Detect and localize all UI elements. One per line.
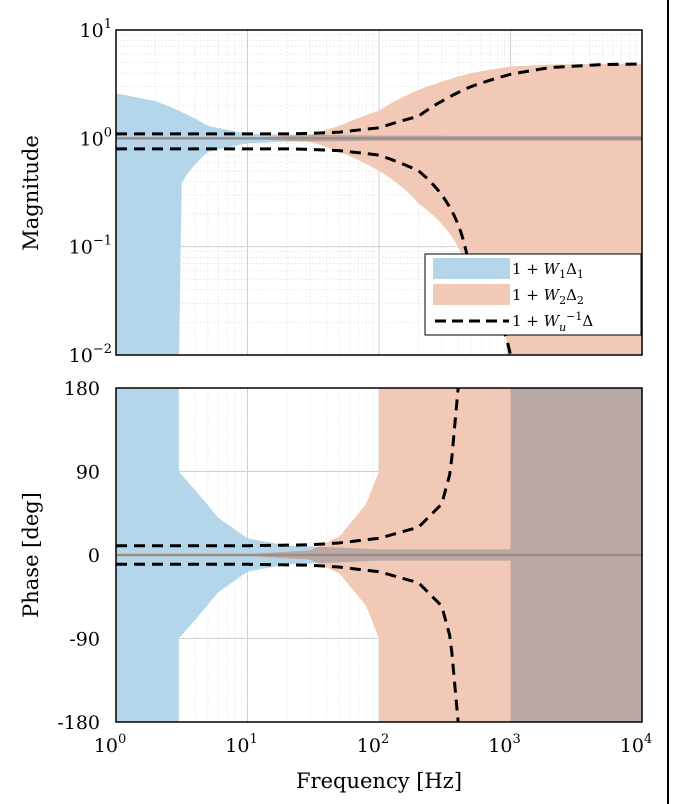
phase-ytick-label: 180	[64, 378, 100, 400]
magnitude-ytick-label: 101	[80, 17, 112, 42]
magnitude-dashed-bounds	[116, 62, 642, 355]
phase-xtick-label: 104	[620, 732, 652, 757]
dashed-lower-phase	[116, 562, 460, 722]
magnitude-plot: 101 100 10−1 10−2 Magnitude 1 + W1Δ1 1 + W2…	[19, 17, 643, 367]
legend-label-w2: 1 + W2Δ2	[512, 286, 584, 307]
phase-xtick-label: 102	[357, 732, 389, 757]
magnitude-ticks: 101 100 10−1 10−2	[69, 17, 112, 367]
phase-xtick-label: 100	[94, 732, 126, 757]
magnitude-ytick-label: 10−1	[69, 234, 112, 259]
band-w1-magnitude	[116, 93, 642, 355]
dashed-upper-phase	[116, 388, 460, 548]
phase-ytick-label: 0	[88, 545, 100, 567]
legend: 1 + W1Δ1 1 + W2Δ2 1 + Wu−1Δ	[424, 253, 642, 336]
phase-dashed-bounds	[116, 388, 460, 722]
legend-label-wu: 1 + Wu−1Δ	[512, 310, 593, 334]
magnitude-ylabel: Magnitude	[19, 135, 43, 251]
phase-xtick-label: 103	[488, 732, 520, 757]
dashed-lower-magnitude	[116, 147, 512, 355]
legend-label-w1: 1 + W1Δ1	[512, 260, 584, 281]
phase-bands	[116, 388, 642, 722]
legend-swatch-w1	[433, 258, 510, 279]
phase-axes-frame	[115, 387, 643, 723]
phase-xtick-label: 101	[225, 732, 257, 757]
magnitude-ytick-label: 10−2	[69, 342, 112, 367]
figure-right-border	[667, 0, 669, 804]
phase-ylabel: Phase [deg]	[19, 492, 43, 618]
phase-ytick-label: 90	[76, 462, 100, 484]
phase-ytick-label: -90	[69, 629, 100, 651]
phase-xlabel: Frequency [Hz]	[296, 769, 462, 793]
dashed-upper-magnitude	[116, 62, 642, 136]
magnitude-axes-frame	[115, 29, 643, 356]
magnitude-ytick-label: 100	[80, 125, 112, 150]
legend-swatch-w2	[433, 284, 510, 305]
phase-ytick-label: -180	[57, 712, 100, 734]
